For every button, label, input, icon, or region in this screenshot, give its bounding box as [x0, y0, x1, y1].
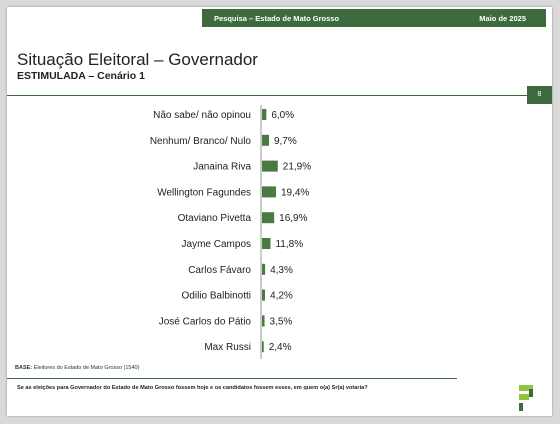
category-label: Jayme Campos [182, 239, 251, 250]
category-label: Carlos Fávaro [188, 265, 251, 276]
base-label: BASE: [15, 365, 33, 371]
company-logo-icon [519, 385, 533, 411]
value-label: 6,0% [271, 110, 294, 121]
page-title: Situação Eleitoral – Governador [17, 50, 258, 69]
bar [262, 341, 264, 353]
page-number-badge: 8 [527, 86, 552, 104]
category-label: Odilio Balbinotti [182, 291, 251, 302]
value-label: 2,4% [269, 342, 292, 353]
value-label: 11,8% [275, 239, 303, 250]
date-label: Maio de 2025 [479, 14, 526, 23]
header-divider [7, 95, 527, 96]
bar [262, 212, 275, 224]
slide: Pesquisa – Estado de Mato Grosso Maio de… [7, 7, 552, 416]
bar [262, 186, 276, 198]
survey-label: Pesquisa – Estado de Mato Grosso [214, 14, 340, 23]
category-label: José Carlos do Pátio [159, 316, 252, 327]
base-note: BASE: Eleitores do Estado de Mato Grosso… [15, 365, 139, 371]
category-label: Não sabe/ não opinou [153, 110, 251, 121]
value-label: 21,9% [283, 162, 311, 173]
bar [262, 134, 269, 146]
bar [262, 315, 265, 327]
category-label: Otaviano Pivetta [178, 213, 252, 224]
value-label: 4,3% [270, 265, 293, 276]
category-label: Janaina Riva [193, 162, 251, 173]
bar [262, 263, 266, 275]
bar [262, 238, 271, 249]
category-label: Wellington Fagundes [157, 187, 251, 198]
bar [262, 160, 278, 172]
bar-chart: Não sabe/ não opinou 6,0% Nenhum/ Branco/ … [150, 105, 311, 359]
value-label: 19,4% [281, 187, 309, 198]
value-label: 9,7% [274, 136, 297, 147]
value-label: 3,5% [270, 316, 293, 327]
category-label: Max Russi [204, 342, 251, 353]
header-bar: Pesquisa – Estado de Mato Grosso Maio de… [202, 9, 546, 27]
survey-question: Se as eleições para Governador do Estado… [17, 385, 368, 391]
footer-divider [7, 378, 457, 379]
page-subtitle: ESTIMULADA – Cenário 1 [17, 70, 145, 82]
bar [262, 289, 266, 301]
base-text: Eleitores do Estado de Mato Grosso (1540… [33, 365, 140, 371]
value-label: 16,9% [279, 213, 307, 224]
bar [262, 109, 267, 120]
category-label: Nenhum/ Branco/ Nulo [150, 136, 252, 147]
value-label: 4,2% [270, 291, 293, 302]
